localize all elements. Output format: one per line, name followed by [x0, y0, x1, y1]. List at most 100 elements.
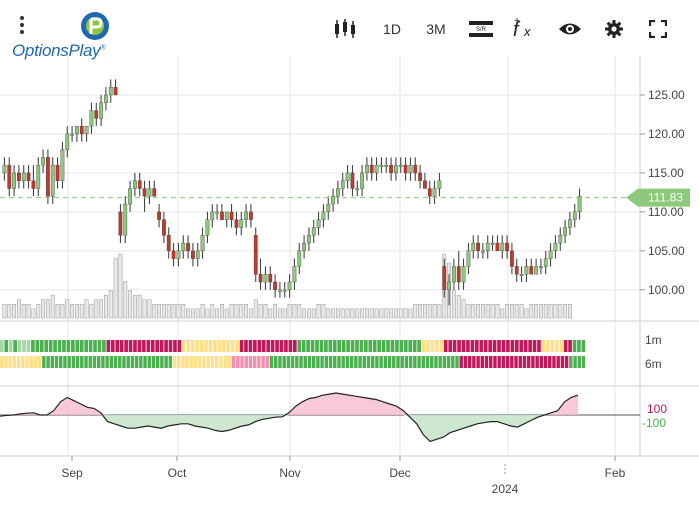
strip-segment — [105, 356, 109, 368]
strip-segment — [39, 340, 44, 352]
volume-bar — [563, 304, 568, 319]
strip-segment — [210, 356, 215, 368]
chart-area[interactable]: 125.00 120.00 115.00 110.00 105.00 100.00 1m 6… — [0, 56, 699, 510]
strip-segment — [12, 356, 17, 368]
price-chart[interactable]: 125.00 120.00 115.00 110.00 105.00 100.00 1m 6… — [0, 56, 699, 510]
volume-bar — [190, 308, 195, 319]
strip-segment — [463, 356, 468, 368]
strip-label-6m: 6m — [645, 357, 662, 371]
strip-segment — [392, 356, 396, 368]
candle-body — [558, 235, 563, 244]
strip-segment — [46, 356, 50, 368]
strip-segment — [563, 340, 568, 352]
strip-segment — [505, 356, 510, 368]
strip-segment — [79, 340, 84, 352]
strip-segment — [257, 356, 261, 368]
strip-segment — [404, 356, 409, 368]
period-3m-button[interactable]: 3M — [426, 21, 446, 37]
strip-segment — [66, 340, 71, 352]
candle-body — [326, 203, 331, 213]
strip-segment — [106, 340, 111, 352]
candle-body — [437, 180, 442, 189]
candle-body — [321, 211, 326, 220]
strip-segment — [379, 356, 383, 368]
strip-segment — [514, 340, 519, 352]
volume-bar — [224, 308, 229, 319]
function-button[interactable]: f x + — [510, 16, 540, 42]
volume-bar — [514, 304, 519, 319]
candle-body — [41, 157, 45, 166]
candle-body — [302, 242, 306, 252]
candle-body — [191, 250, 195, 259]
volume-bar — [393, 308, 398, 319]
strip-segment — [543, 356, 548, 368]
strip-segment — [25, 356, 29, 368]
strip-segment — [324, 340, 328, 352]
sr-label: S/R — [476, 27, 487, 33]
volume-bar — [152, 304, 157, 319]
strip-segment — [359, 340, 364, 352]
fullscreen-button[interactable] — [646, 16, 670, 42]
strip-segment — [345, 356, 350, 368]
strip-segment — [215, 356, 219, 368]
strip-segment — [244, 356, 248, 368]
volume-bars — [2, 253, 572, 319]
settings-button[interactable] — [602, 16, 626, 42]
volume-bar — [316, 304, 321, 319]
volume-bar — [350, 308, 355, 319]
strip-segment — [217, 340, 222, 352]
strip-segment — [146, 340, 151, 352]
strip-segment — [182, 340, 186, 352]
strip-segment — [381, 340, 386, 352]
volume-bar — [137, 294, 142, 319]
candle-body — [394, 164, 398, 174]
strip-segment — [159, 340, 164, 352]
strip-segment — [476, 356, 480, 368]
strip-segment — [252, 356, 257, 368]
strip-segment — [501, 356, 506, 368]
period-1d-button[interactable]: 1D — [383, 21, 401, 37]
volume-bar — [490, 304, 495, 319]
strip-segment — [349, 356, 354, 368]
support-resistance-button[interactable]: S/R — [466, 16, 496, 42]
candle-body — [50, 164, 55, 197]
menu-icon[interactable] — [14, 14, 30, 36]
strip-segment — [139, 356, 143, 368]
strip-segment — [546, 340, 550, 352]
strip-segment — [199, 340, 204, 352]
strip-segment — [189, 356, 194, 368]
strip-segment — [448, 340, 453, 352]
candlestick-button[interactable] — [330, 16, 360, 42]
y-tick-label: 120.00 — [648, 127, 685, 141]
strip-segment — [399, 340, 404, 352]
strip-segment — [577, 340, 581, 352]
strip-segment — [475, 340, 479, 352]
candle-body — [456, 266, 461, 283]
volume-bar — [567, 304, 572, 319]
volume-bar — [364, 308, 369, 319]
candle-body — [7, 164, 12, 189]
strip-segment — [67, 356, 71, 368]
strip-segment — [470, 340, 475, 352]
candle-body — [577, 196, 582, 213]
x-tick-label: Sep — [61, 466, 83, 480]
strip-segment — [97, 340, 102, 352]
strip-segment — [350, 340, 355, 352]
strip-segment — [50, 356, 55, 368]
strip-segment — [577, 356, 581, 368]
strip-segment — [295, 356, 299, 368]
volume-bar — [553, 304, 558, 319]
candle-body — [316, 219, 321, 228]
eye-button[interactable] — [556, 16, 584, 42]
candle-body — [99, 102, 103, 119]
strip-segment — [479, 340, 484, 352]
candle-body — [292, 266, 297, 283]
strip-segment — [483, 340, 488, 352]
volume-bar — [495, 304, 500, 319]
strip-segment — [457, 340, 461, 352]
strip-segment — [403, 340, 408, 352]
strip-segment — [461, 340, 466, 352]
volume-bar — [123, 281, 128, 319]
current-price-tag: 111.83 — [0, 188, 690, 207]
strip-segment — [484, 356, 489, 368]
